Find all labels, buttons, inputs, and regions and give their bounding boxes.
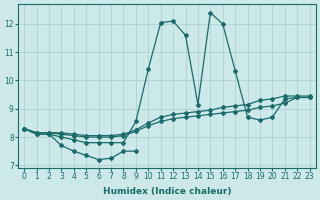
X-axis label: Humidex (Indice chaleur): Humidex (Indice chaleur): [103, 187, 231, 196]
